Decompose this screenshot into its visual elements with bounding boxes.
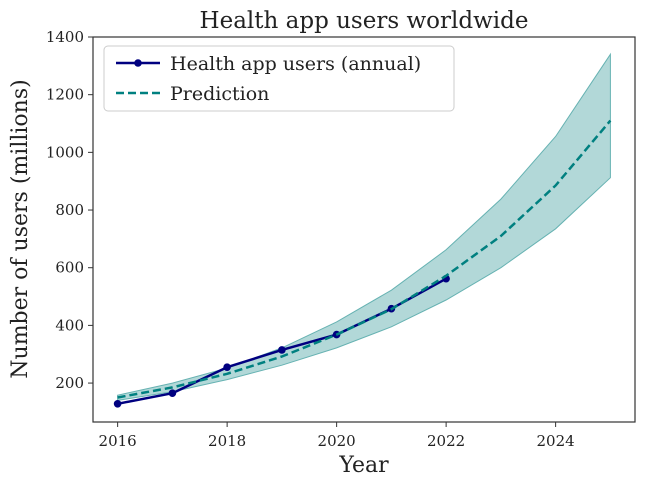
legend-box — [103, 45, 455, 112]
y-tick-label: 600 — [55, 259, 84, 277]
series-line-prediction — [117, 119, 612, 399]
data-point-observed — [113, 400, 122, 408]
data-point-observed — [278, 346, 286, 354]
legend: Health app users (annual) Prediction — [103, 45, 455, 112]
y-tick-label: 400 — [55, 316, 84, 334]
legend-label-observed: Health app users (annual) — [170, 53, 421, 75]
x-axis-label: Year — [338, 453, 389, 478]
x-tick-label: 2022 — [427, 432, 465, 450]
x-tick-label: 2016 — [99, 432, 137, 450]
y-tick-label: 200 — [55, 374, 84, 392]
data-point-observed — [168, 389, 177, 398]
data-point-observed — [223, 363, 231, 372]
plot-frame — [92, 36, 636, 423]
y-tick-label: 1400 — [46, 28, 84, 46]
legend-label-prediction: Prediction — [170, 83, 269, 105]
x-axis: 2016 2018 2020 2022 2024 — [99, 422, 575, 450]
plot-area — [113, 52, 612, 408]
legend-marker-observed — [134, 59, 142, 67]
x-tick-label: 2024 — [537, 432, 575, 450]
chart-title: Health app users worldwide — [200, 8, 529, 34]
x-tick-label: 2018 — [208, 432, 246, 450]
y-axis: 200 400 600 800 1000 1200 1400 — [46, 28, 93, 392]
y-tick-label: 1200 — [46, 86, 84, 104]
y-tick-label: 1000 — [46, 143, 84, 161]
y-tick-label: 800 — [55, 201, 84, 219]
x-tick-label: 2020 — [318, 432, 356, 450]
y-axis-label: Number of users (millions) — [8, 79, 33, 378]
